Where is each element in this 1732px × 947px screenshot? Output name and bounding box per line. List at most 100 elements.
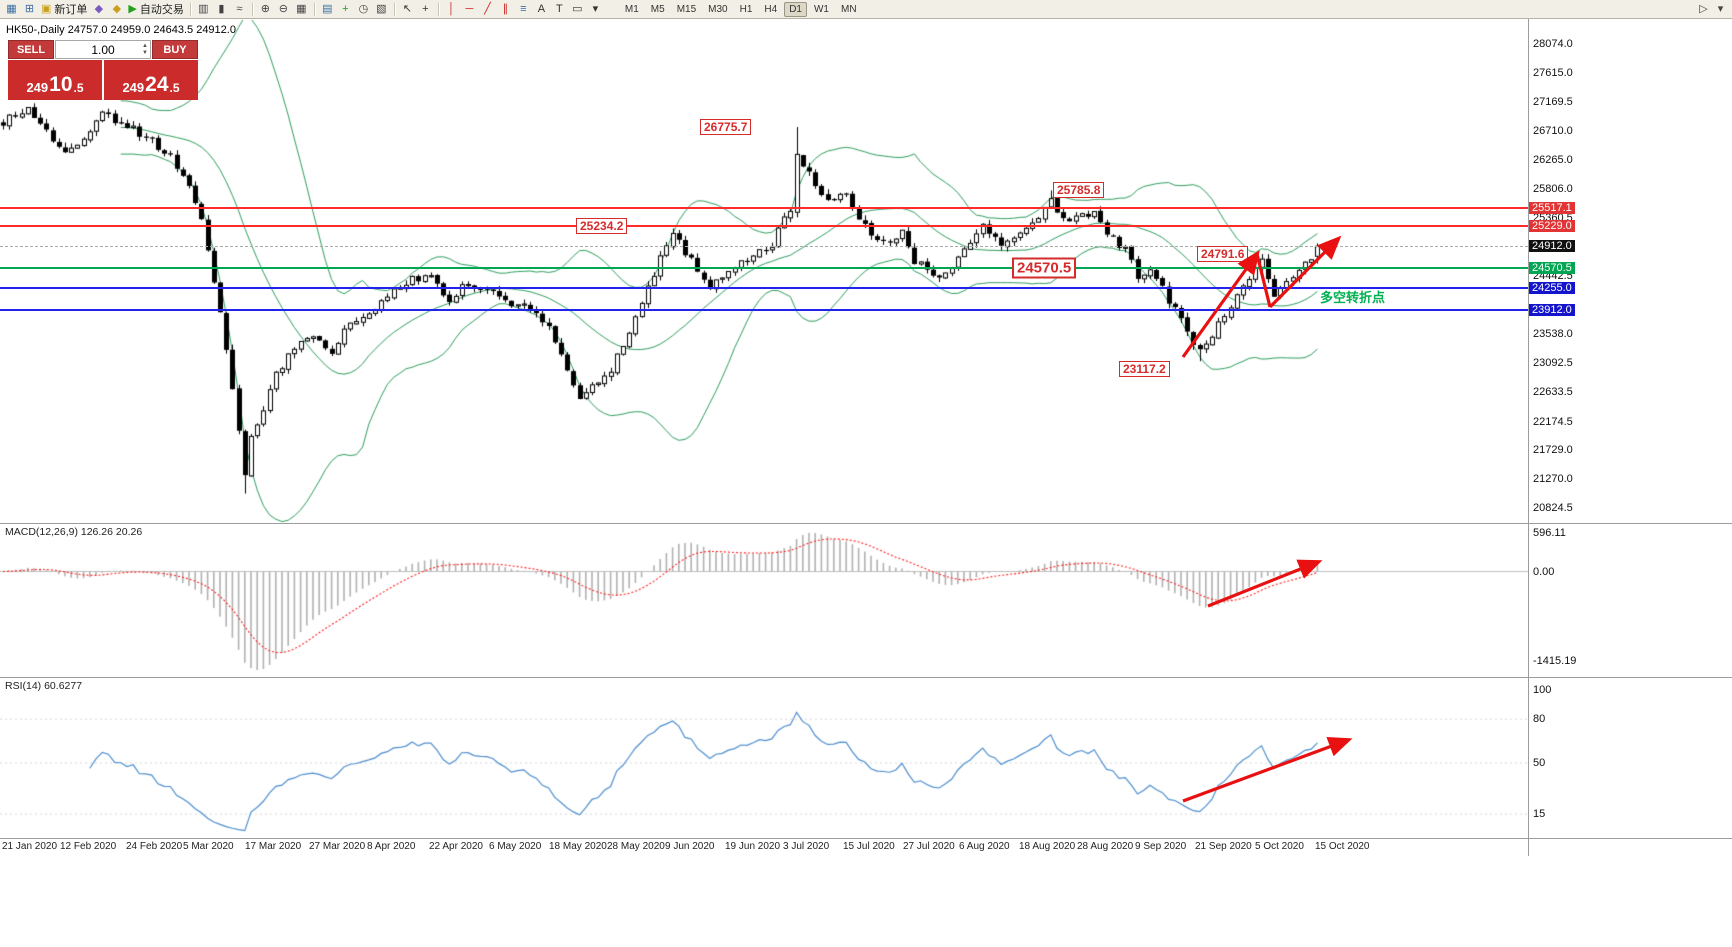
vline-icon[interactable]: │ [443, 1, 460, 18]
price-callout-label[interactable]: 25785.8 [1053, 182, 1105, 199]
macd-label: MACD(12,26,9) 126.26 20.26 [5, 526, 143, 538]
date-axis-label: 3 Jul 2020 [783, 841, 830, 852]
timeframe-m30[interactable]: M30 [708, 3, 728, 15]
horizontal-level-line[interactable] [0, 246, 1528, 248]
price-big-digits: 10 [49, 73, 73, 96]
buy-button[interactable]: BUY [152, 40, 198, 59]
indicator-axis-tick: 50 [1533, 757, 1546, 769]
autotrade-button[interactable]: ▶ 自动交易 [126, 1, 185, 18]
bar-chart-icon[interactable]: ▥ [195, 1, 212, 18]
price-axis-tick: 22633.5 [1533, 386, 1573, 399]
indicator-axis-tick: 100 [1533, 684, 1552, 696]
navigator-icon[interactable]: ▤ [319, 1, 336, 18]
tile-windows-icon[interactable]: ▦ [293, 1, 310, 18]
timeframe-w1[interactable]: W1 [813, 3, 829, 15]
panel-separator[interactable] [0, 838, 1732, 839]
trend-note[interactable]: 多空转折点 [1320, 290, 1386, 305]
shapes-icon[interactable]: ▭ [569, 1, 586, 18]
volume-input[interactable]: 1.00 ▲ ▼ [55, 40, 151, 59]
indicators-icon[interactable]: + [337, 1, 354, 18]
hline-icon: ─ [465, 2, 474, 15]
zoom-in-icon[interactable]: ⊕ [257, 1, 274, 18]
timeframe-h1[interactable]: H1 [739, 3, 753, 15]
price-axis-tick: 20824.5 [1533, 501, 1573, 514]
one-click-trade-panel: SELL 1.00 ▲ ▼ BUY 249 10.5 249 24.5 [8, 40, 198, 100]
volume-up-icon[interactable]: ▲ [142, 43, 148, 49]
horizontal-level-line[interactable] [0, 206, 1528, 209]
expert-advisors-icon: ◆ [94, 2, 104, 15]
horizontal-level-line[interactable] [0, 309, 1528, 312]
date-axis-label: 5 Oct 2020 [1255, 841, 1304, 852]
date-axis-label: 18 Aug 2020 [1019, 841, 1076, 852]
trendline-icon[interactable]: ╱ [479, 1, 496, 18]
shapes-icon: ▭ [572, 2, 583, 15]
cursor-icon[interactable]: ↖ [399, 1, 416, 18]
volume-down-icon[interactable]: ▼ [142, 50, 148, 56]
date-axis-label: 15 Oct 2020 [1315, 841, 1370, 852]
line-chart-icon[interactable]: ≈ [231, 1, 248, 18]
price-callout-label[interactable]: 23117.2 [1119, 361, 1170, 378]
indicator-axis-tick: 15 [1533, 808, 1546, 820]
horizontal-level-line[interactable] [0, 225, 1528, 228]
fibonacci-icon[interactable]: ≡ [515, 1, 532, 18]
date-axis-label: 27 Mar 2020 [309, 841, 366, 852]
horizontal-level-line[interactable] [0, 267, 1528, 270]
timeframe-mn[interactable]: MN [840, 3, 857, 15]
chart-shift-icon[interactable]: ▷ [1695, 1, 1712, 18]
date-axis-label: 15 Jul 2020 [843, 841, 895, 852]
price-axis-tag: 24570.5 [1529, 262, 1575, 275]
date-axis-label: 21 Jan 2020 [2, 841, 58, 852]
price-callout-label[interactable]: 26775.7 [700, 119, 752, 136]
date-axis-label: 28 Aug 2020 [1077, 841, 1134, 852]
vline-icon: │ [447, 2, 455, 15]
rsi-label: RSI(14) 60.6277 [5, 680, 83, 692]
price-axis-tag: 25517.1 [1529, 201, 1575, 214]
text-icon[interactable]: A [533, 1, 550, 18]
sell-button[interactable]: SELL [8, 40, 54, 59]
zoom-in-icon: ⊕ [260, 2, 270, 15]
price-axis-tick: 21270.0 [1533, 473, 1573, 486]
volume-value: 1.00 [91, 42, 115, 57]
timeframe-h4[interactable]: H4 [764, 3, 778, 15]
candlestick-chart-icon[interactable]: ▮ [213, 1, 230, 18]
price-axis-separator[interactable] [1528, 19, 1529, 856]
timeframe-m15[interactable]: M15 [676, 3, 697, 15]
timeframe-m5[interactable]: M5 [650, 3, 665, 15]
label-icon: T [556, 2, 563, 15]
indicator-axis-tick: -1415.19 [1533, 655, 1577, 667]
panel-separator[interactable] [0, 677, 1732, 678]
timeframe-d1[interactable]: D1 [784, 1, 807, 17]
charts-tile-icon[interactable]: ▦ [3, 1, 20, 18]
hline-icon[interactable]: ─ [461, 1, 478, 18]
arrows-dropdown-icon[interactable]: ▾ [587, 1, 604, 18]
text-icon: A [537, 2, 546, 15]
timeframe-m1[interactable]: M1 [624, 3, 639, 15]
price-axis-tick: 23538.0 [1533, 328, 1573, 341]
toolbar-separator [393, 2, 395, 16]
price-callout-label[interactable]: 24570.5 [1012, 257, 1077, 279]
trendline-icon: ╱ [484, 2, 491, 15]
chart-autoscroll-icon[interactable]: ▾ [1712, 1, 1729, 18]
profiles-icon[interactable]: ⊞ [21, 1, 38, 18]
price-callout-label[interactable]: 24791.6 [1197, 246, 1249, 263]
crosshair-icon[interactable]: + [417, 1, 434, 18]
label-icon[interactable]: T [551, 1, 568, 18]
zoom-out-icon[interactable]: ⊖ [275, 1, 292, 18]
panel-separator[interactable] [0, 523, 1732, 524]
sell-price[interactable]: 249 10.5 [8, 60, 102, 100]
price-fraction: .5 [73, 81, 84, 95]
buy-price[interactable]: 249 24.5 [104, 60, 198, 100]
price-callout-label[interactable]: 25234.2 [576, 217, 628, 234]
channel-icon[interactable]: ∥ [497, 1, 514, 18]
chart-shift-icon: ▷ [1699, 2, 1708, 15]
price-axis-tick: 27169.5 [1533, 95, 1573, 108]
indicator-axis-tick: 596.11 [1533, 527, 1566, 539]
templates-icon[interactable]: ▧ [373, 1, 390, 18]
period-icon[interactable]: ◷ [355, 1, 372, 18]
new-order-button[interactable]: ▣ 新订单 [39, 1, 89, 18]
volume-stepper[interactable]: ▲ ▼ [142, 43, 148, 57]
deposit-icon[interactable]: ◆ [108, 1, 125, 18]
expert-advisors-icon[interactable]: ◆ [90, 1, 107, 18]
horizontal-level-line[interactable] [0, 287, 1528, 290]
